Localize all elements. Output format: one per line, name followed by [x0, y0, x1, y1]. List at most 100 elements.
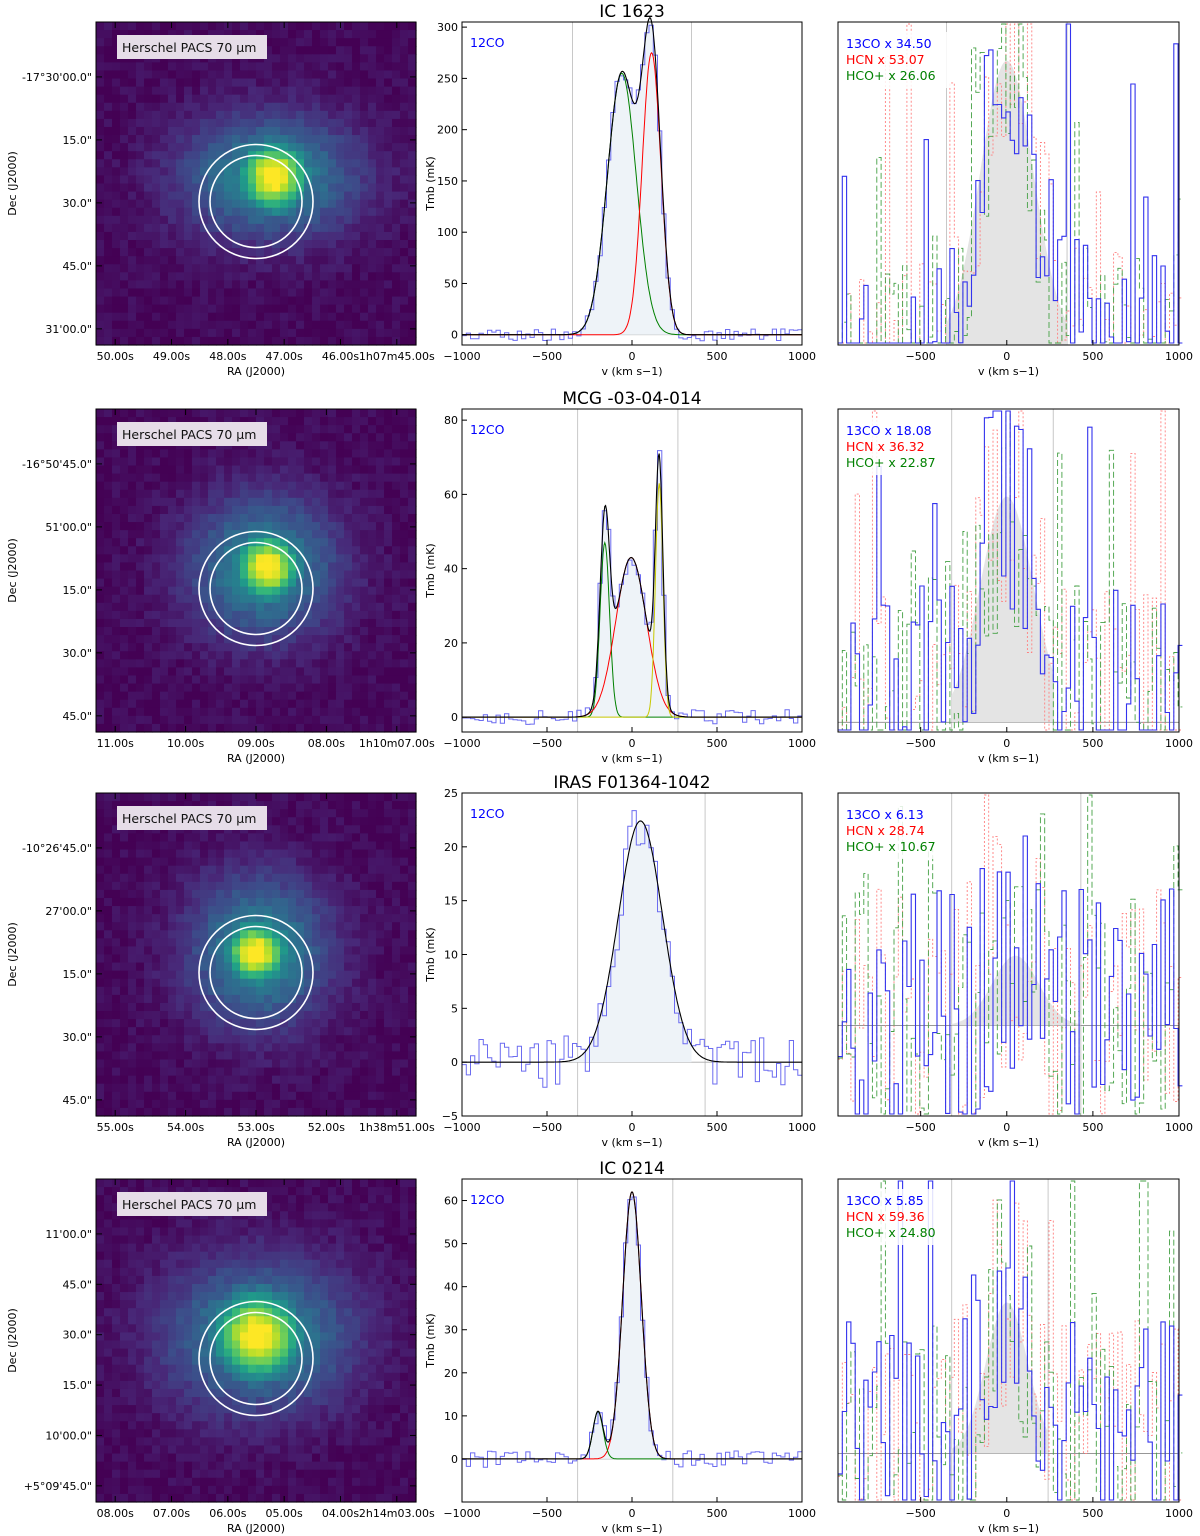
- image-pixel: [200, 1107, 209, 1117]
- image-pixel: [240, 578, 249, 588]
- image-pixel: [144, 1011, 153, 1020]
- image-pixel: [240, 546, 249, 555]
- image-pixel: [384, 336, 393, 346]
- image-pixel: [392, 481, 401, 491]
- image-pixel: [288, 994, 297, 1004]
- image-pixel: [200, 651, 209, 660]
- image-pixel: [344, 1027, 353, 1036]
- image-pixel: [296, 889, 305, 899]
- image-pixel: [96, 522, 105, 531]
- image-pixel: [184, 199, 193, 209]
- image-pixel: [232, 946, 241, 956]
- image-pixel: [240, 594, 249, 604]
- image-pixel: [400, 135, 409, 144]
- image-pixel: [248, 986, 257, 996]
- image-pixel: [408, 102, 417, 112]
- image-pixel: [128, 167, 137, 177]
- image-pixel: [168, 930, 177, 939]
- image-pixel: [296, 809, 305, 818]
- image-pixel: [224, 914, 233, 923]
- image-pixel: [408, 288, 417, 298]
- image-pixel: [208, 94, 217, 104]
- gaussian-fit-total: [462, 453, 802, 718]
- image-pixel: [384, 312, 393, 322]
- image-pixel: [352, 320, 361, 330]
- image-pixel: [256, 231, 265, 241]
- image-pixel: [376, 978, 385, 988]
- image-pixel: [144, 22, 153, 31]
- image-pixel: [128, 1099, 137, 1109]
- image-pixel: [344, 635, 353, 644]
- image-pixel: [136, 473, 145, 483]
- image-pixel: [152, 288, 161, 298]
- image-pixel: [304, 505, 313, 515]
- image-pixel: [272, 1099, 281, 1109]
- image-pixel: [128, 554, 137, 564]
- image-pixel: [104, 473, 113, 483]
- image-pixel: [288, 280, 297, 290]
- image-pixel: [352, 126, 361, 136]
- image-pixel: [280, 906, 289, 915]
- image-pixel: [304, 1067, 313, 1077]
- image-pixel: [136, 538, 145, 547]
- image-pixel: [320, 312, 329, 322]
- image-pixel: [280, 118, 289, 128]
- image-pixel: [400, 651, 409, 660]
- image-pixel: [384, 970, 393, 980]
- image-pixel: [144, 938, 153, 948]
- image-pixel: [176, 110, 185, 120]
- image-pixel: [264, 38, 273, 47]
- image-pixel: [312, 94, 321, 104]
- image-pixel: [344, 62, 353, 72]
- image-pixel: [368, 723, 377, 733]
- image-pixel: [128, 906, 137, 915]
- image-pixel: [320, 288, 329, 298]
- image-pixel: [104, 946, 113, 956]
- image-pixel: [328, 143, 337, 152]
- image-pixel: [200, 1091, 209, 1101]
- image-pixel: [400, 841, 409, 851]
- image-pixel: [280, 683, 289, 693]
- image-pixel: [248, 849, 257, 859]
- image-pixel: [184, 1059, 193, 1069]
- image-pixel: [224, 473, 233, 483]
- image-pixel: [176, 1107, 185, 1117]
- image-pixel: [384, 22, 393, 31]
- image-pixel: [368, 594, 377, 604]
- image-pixel: [224, 191, 233, 201]
- y-tick-label: 100: [437, 226, 458, 239]
- image-pixel: [216, 546, 225, 555]
- image-pixel: [208, 1075, 217, 1085]
- velocity-axis-label: v (km s−1): [601, 365, 662, 378]
- image-pixel: [272, 546, 281, 555]
- image-pixel: [152, 505, 161, 515]
- image-pixel: [200, 897, 209, 907]
- image-pixel: [272, 594, 281, 604]
- image-pixel: [216, 857, 225, 867]
- image-pixel: [240, 554, 249, 564]
- image-pixel: [136, 513, 145, 523]
- image-pixel: [256, 102, 265, 112]
- image-pixel: [144, 248, 153, 257]
- image-pixel: [272, 409, 281, 418]
- image-pixel: [352, 513, 361, 523]
- image-pixel: [408, 522, 417, 531]
- image-pixel: [96, 970, 105, 980]
- image-pixel: [272, 962, 281, 972]
- image-pixel: [248, 183, 257, 193]
- image-pixel: [384, 497, 393, 507]
- image-pixel: [112, 930, 121, 939]
- image-pixel: [392, 562, 401, 572]
- image-pixel: [232, 1083, 241, 1093]
- image-pixel: [136, 938, 145, 948]
- image-pixel: [408, 481, 417, 491]
- image-pixel: [208, 602, 217, 612]
- image-pixel: [384, 296, 393, 306]
- image-pixel: [392, 102, 401, 112]
- image-pixel: [192, 889, 201, 899]
- image-pixel: [288, 296, 297, 306]
- image-pixel: [344, 135, 353, 144]
- image-pixel: [368, 841, 377, 851]
- image-pixel: [312, 970, 321, 980]
- image-pixel: [352, 1099, 361, 1109]
